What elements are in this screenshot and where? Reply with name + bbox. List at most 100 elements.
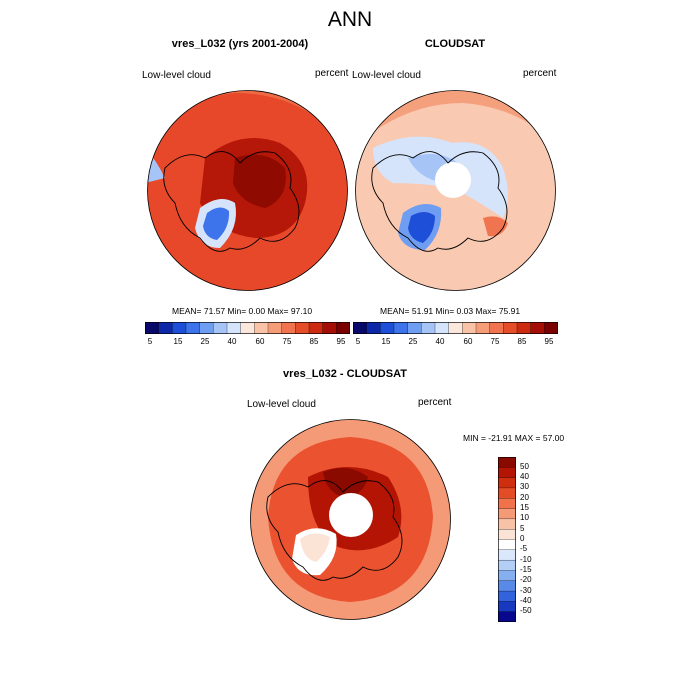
- diff-cb-swatch: [498, 487, 516, 499]
- model-cb-swatch: [240, 322, 255, 334]
- model-land-outline: [163, 151, 300, 252]
- diff-cb-tick: 0: [520, 534, 525, 543]
- diff-field-peak: [323, 468, 368, 497]
- diff-field-greenland-edge: [300, 533, 330, 562]
- model-cb-tick: 95: [336, 337, 346, 346]
- diff-land-outline: [266, 480, 403, 581]
- diff-cb-tick: 5: [520, 524, 525, 533]
- obs-cb-tick: 15: [381, 337, 391, 346]
- obs-cb-swatch: [393, 322, 409, 334]
- panel-model-units-label: percent: [315, 68, 349, 79]
- panel-diff-units-label: percent: [418, 397, 452, 408]
- model-cb-swatch: [295, 322, 310, 334]
- diff-cb-tick: -15: [520, 565, 532, 574]
- diff-cb-tick: -30: [520, 586, 532, 595]
- obs-cb-swatch: [407, 322, 422, 334]
- model-cb-tick: 15: [173, 337, 183, 346]
- diff-cb-swatch: [498, 601, 516, 613]
- diff-cb-swatch: [498, 467, 516, 479]
- model-field-peak: [233, 154, 286, 208]
- panel-diff-left-label: Low-level cloud: [247, 399, 316, 410]
- obs-cb-swatch: [462, 322, 477, 334]
- model-cb-swatch: [158, 322, 173, 334]
- panel-diff-stats: MIN = -21.91 MAX = 57.00: [463, 433, 565, 443]
- model-cb-swatch: [199, 322, 214, 334]
- figure-title: ANN: [327, 8, 373, 31]
- obs-cb-swatch: [421, 322, 436, 334]
- diff-cb-tick: 10: [520, 513, 529, 522]
- model-cb-tick: 5: [147, 337, 153, 346]
- model-cb-swatch: [322, 322, 337, 334]
- model-cb-swatch: [226, 322, 242, 334]
- obs-cb-swatch: [448, 322, 463, 334]
- model-cb-tick: 75: [282, 337, 292, 346]
- diff-cb-tick: -20: [520, 575, 532, 584]
- model-field-greenland-core: [203, 207, 230, 240]
- diff-cb-swatch: [498, 580, 516, 592]
- obs-cb-swatch: [366, 322, 381, 334]
- obs-field-greenland-core: [408, 212, 435, 243]
- diff-cb-swatch: [498, 539, 516, 551]
- diff-cb-tick: -40: [520, 596, 532, 605]
- obs-cb-swatch: [434, 322, 450, 334]
- obs-cb-tick: 85: [517, 337, 527, 346]
- obs-cb-swatch: [530, 322, 545, 334]
- obs-cb-tick: 95: [544, 337, 554, 346]
- panel-model-title: vres_L032 (yrs 2001-2004): [171, 38, 309, 50]
- model-cb-swatch: [267, 322, 283, 334]
- diff-cb-swatch: [498, 611, 516, 622]
- diff-cb-tick: 40: [520, 472, 529, 481]
- panel-obs-map: [355, 90, 556, 291]
- model-cb-swatch: [336, 322, 350, 334]
- diff-cb-ticks: 50 40 30 20 15 10 5 0 -5 -10 -15 -20 -30…: [520, 457, 560, 627]
- obs-land-outline: [371, 151, 508, 252]
- panel-obs-units-label: percent: [523, 68, 557, 79]
- diff-cb-swatch: [498, 529, 516, 540]
- model-cb-swatch: [281, 322, 296, 334]
- obs-cb-swatch: [475, 322, 491, 334]
- panel-obs-stats: MEAN= 51.91 Min= 0.03 Max= 75.91: [380, 306, 521, 316]
- panel-obs-colorbar: [353, 322, 558, 334]
- obs-field-spot: [483, 216, 508, 237]
- diff-cb-tick: -10: [520, 555, 532, 564]
- model-cb-swatch: [308, 322, 324, 334]
- obs-cb-swatch: [516, 322, 532, 334]
- obs-cb-tick: 40: [435, 337, 445, 346]
- obs-cb-swatch: [503, 322, 518, 334]
- diff-cb-tick: 50: [520, 462, 529, 471]
- diff-cb-tick: 30: [520, 482, 529, 491]
- diff-cb-tick: 15: [520, 503, 529, 512]
- obs-cb-tick: 5: [355, 337, 361, 346]
- panel-obs-title: CLOUDSAT: [424, 38, 486, 50]
- diff-cb-swatch: [498, 498, 516, 510]
- panel-diff-map: [250, 419, 451, 620]
- obs-cb-swatch: [544, 322, 558, 334]
- model-cb-swatch: [213, 322, 228, 334]
- model-cb-tick: 25: [200, 337, 210, 346]
- model-cb-swatch: [145, 322, 160, 334]
- diff-cb-swatch: [498, 549, 516, 561]
- diff-cb-swatch: [498, 457, 516, 468]
- diff-cb-swatch: [498, 570, 516, 582]
- model-cb-tick: 60: [255, 337, 265, 346]
- obs-cb-swatch: [489, 322, 504, 334]
- panel-obs-left-label: Low-level cloud: [352, 70, 421, 81]
- panel-model-left-label: Low-level cloud: [142, 70, 211, 81]
- model-cb-tick: 40: [227, 337, 237, 346]
- diff-cb-tick: -50: [520, 606, 532, 615]
- diff-cb-tick: -5: [520, 544, 528, 553]
- panel-diff-title: vres_L032 - CLOUDSAT: [283, 368, 407, 380]
- diff-cb-tick: 20: [520, 493, 529, 502]
- panel-diff-colorbar: [498, 457, 516, 622]
- panel-model-colorbar: [145, 322, 350, 334]
- diff-cb-swatch: [498, 508, 516, 520]
- model-cb-swatch: [254, 322, 269, 334]
- diff-cb-swatch: [498, 559, 516, 571]
- model-cb-swatch: [172, 322, 187, 334]
- model-cb-tick: 85: [309, 337, 319, 346]
- diff-cb-swatch: [498, 477, 516, 489]
- obs-cb-swatch: [353, 322, 368, 334]
- panel-model-stats: MEAN= 71.57 Min= 0.00 Max= 97.10: [172, 306, 313, 316]
- panel-model-map: [147, 90, 348, 291]
- model-cb-swatch: [185, 322, 201, 334]
